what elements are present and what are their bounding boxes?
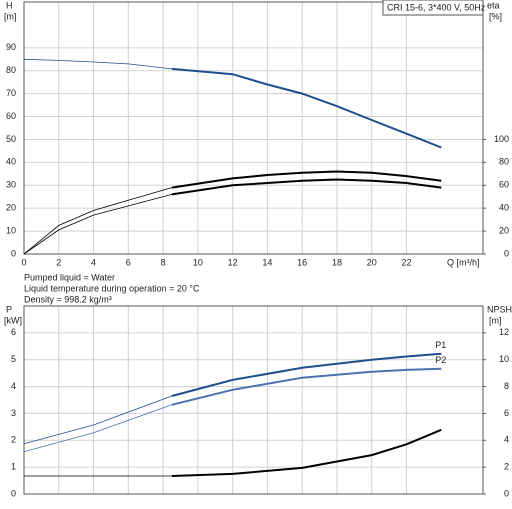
- y2-tick-label: 2: [504, 462, 509, 472]
- curve-operating: [171, 428, 442, 477]
- y-tick-label: 50: [6, 134, 16, 144]
- y-tick-label: 4: [11, 381, 16, 391]
- y2-tick-label: 20: [499, 225, 509, 235]
- y2-tick-label: 60: [499, 180, 509, 190]
- curve: [23, 187, 172, 255]
- curve: [23, 404, 172, 453]
- y-axis-label: P: [6, 304, 12, 314]
- y2-tick-label: 4: [504, 435, 509, 445]
- y-tick-label: 70: [6, 88, 16, 98]
- y2-axis-label: eta: [487, 0, 500, 10]
- y-tick-label: 2: [11, 435, 16, 445]
- y2-tick-label: 40: [499, 203, 509, 213]
- x-tick-label: 12: [228, 257, 238, 267]
- note: Density = 998.2 kg/m³: [24, 294, 112, 304]
- curve-operating: [171, 67, 442, 149]
- x-tick-label: 18: [332, 257, 342, 267]
- y-tick-label: 1: [11, 462, 16, 472]
- y-tick-label: 6: [11, 327, 16, 337]
- y-tick-label: 60: [6, 111, 16, 121]
- y-tick-label: 20: [6, 203, 16, 213]
- x-tick-label: 22: [401, 257, 411, 267]
- y2-tick-label: 0: [504, 488, 509, 498]
- curve: [23, 58, 172, 70]
- plot-frame: [23, 305, 484, 495]
- y-tick-label: 3: [11, 408, 16, 418]
- y2-axis-unit: [m]: [489, 315, 502, 325]
- y2-tick-label: 8: [504, 381, 509, 391]
- y-axis-unit: [kW]: [4, 315, 22, 325]
- y-tick-label: 30: [6, 180, 16, 190]
- x-tick-label: 0: [21, 257, 26, 267]
- plot-frame: [23, 1, 484, 255]
- y2-tick-label: 80: [499, 157, 509, 167]
- y-tick-label: 80: [6, 65, 16, 75]
- y2-axis-unit: [%]: [489, 11, 502, 21]
- y2-tick-label: 10: [499, 354, 509, 364]
- y-tick-label: 5: [11, 354, 16, 364]
- y-axis-unit: [m]: [4, 11, 17, 21]
- x-tick-label: 10: [193, 257, 203, 267]
- curve-operating: [171, 170, 442, 189]
- x-tick-label: 8: [161, 257, 166, 267]
- series-label: P1: [435, 340, 446, 350]
- y-tick-label: 90: [6, 42, 16, 52]
- series-label: P2: [435, 355, 446, 365]
- y-axis-label: H: [6, 0, 13, 10]
- x-tick-label: 6: [126, 257, 131, 267]
- y2-tick-label: 12: [499, 327, 509, 337]
- y2-tick-label: 6: [504, 408, 509, 418]
- note: Pumped liquid = Water: [24, 272, 115, 282]
- x-tick-label: 20: [367, 257, 377, 267]
- y-tick-label: 40: [6, 157, 16, 167]
- curve: [23, 395, 172, 445]
- x-axis-label: Q [m³/h]: [447, 257, 480, 267]
- curve-operating: [171, 178, 442, 196]
- y-tick-label: 0: [11, 248, 16, 258]
- y-tick-label: 10: [6, 225, 16, 235]
- y-tick-label: 0: [11, 488, 16, 498]
- x-tick-label: 16: [297, 257, 307, 267]
- x-tick-label: 2: [56, 257, 61, 267]
- title-box: [382, 0, 484, 16]
- curve-operating: [171, 352, 442, 397]
- y2-tick-label: 100: [494, 134, 509, 144]
- chart-title: CRI 15-6, 3*400 V, 50Hz: [387, 2, 486, 12]
- y2-axis-label: NPSH: [487, 304, 512, 314]
- x-tick-label: 14: [262, 257, 272, 267]
- note: Liquid temperature during operation = 20…: [24, 283, 200, 293]
- y2-tick-label: 0: [504, 248, 509, 258]
- curve-operating: [171, 367, 442, 406]
- curve: [23, 194, 172, 255]
- x-tick-label: 4: [91, 257, 96, 267]
